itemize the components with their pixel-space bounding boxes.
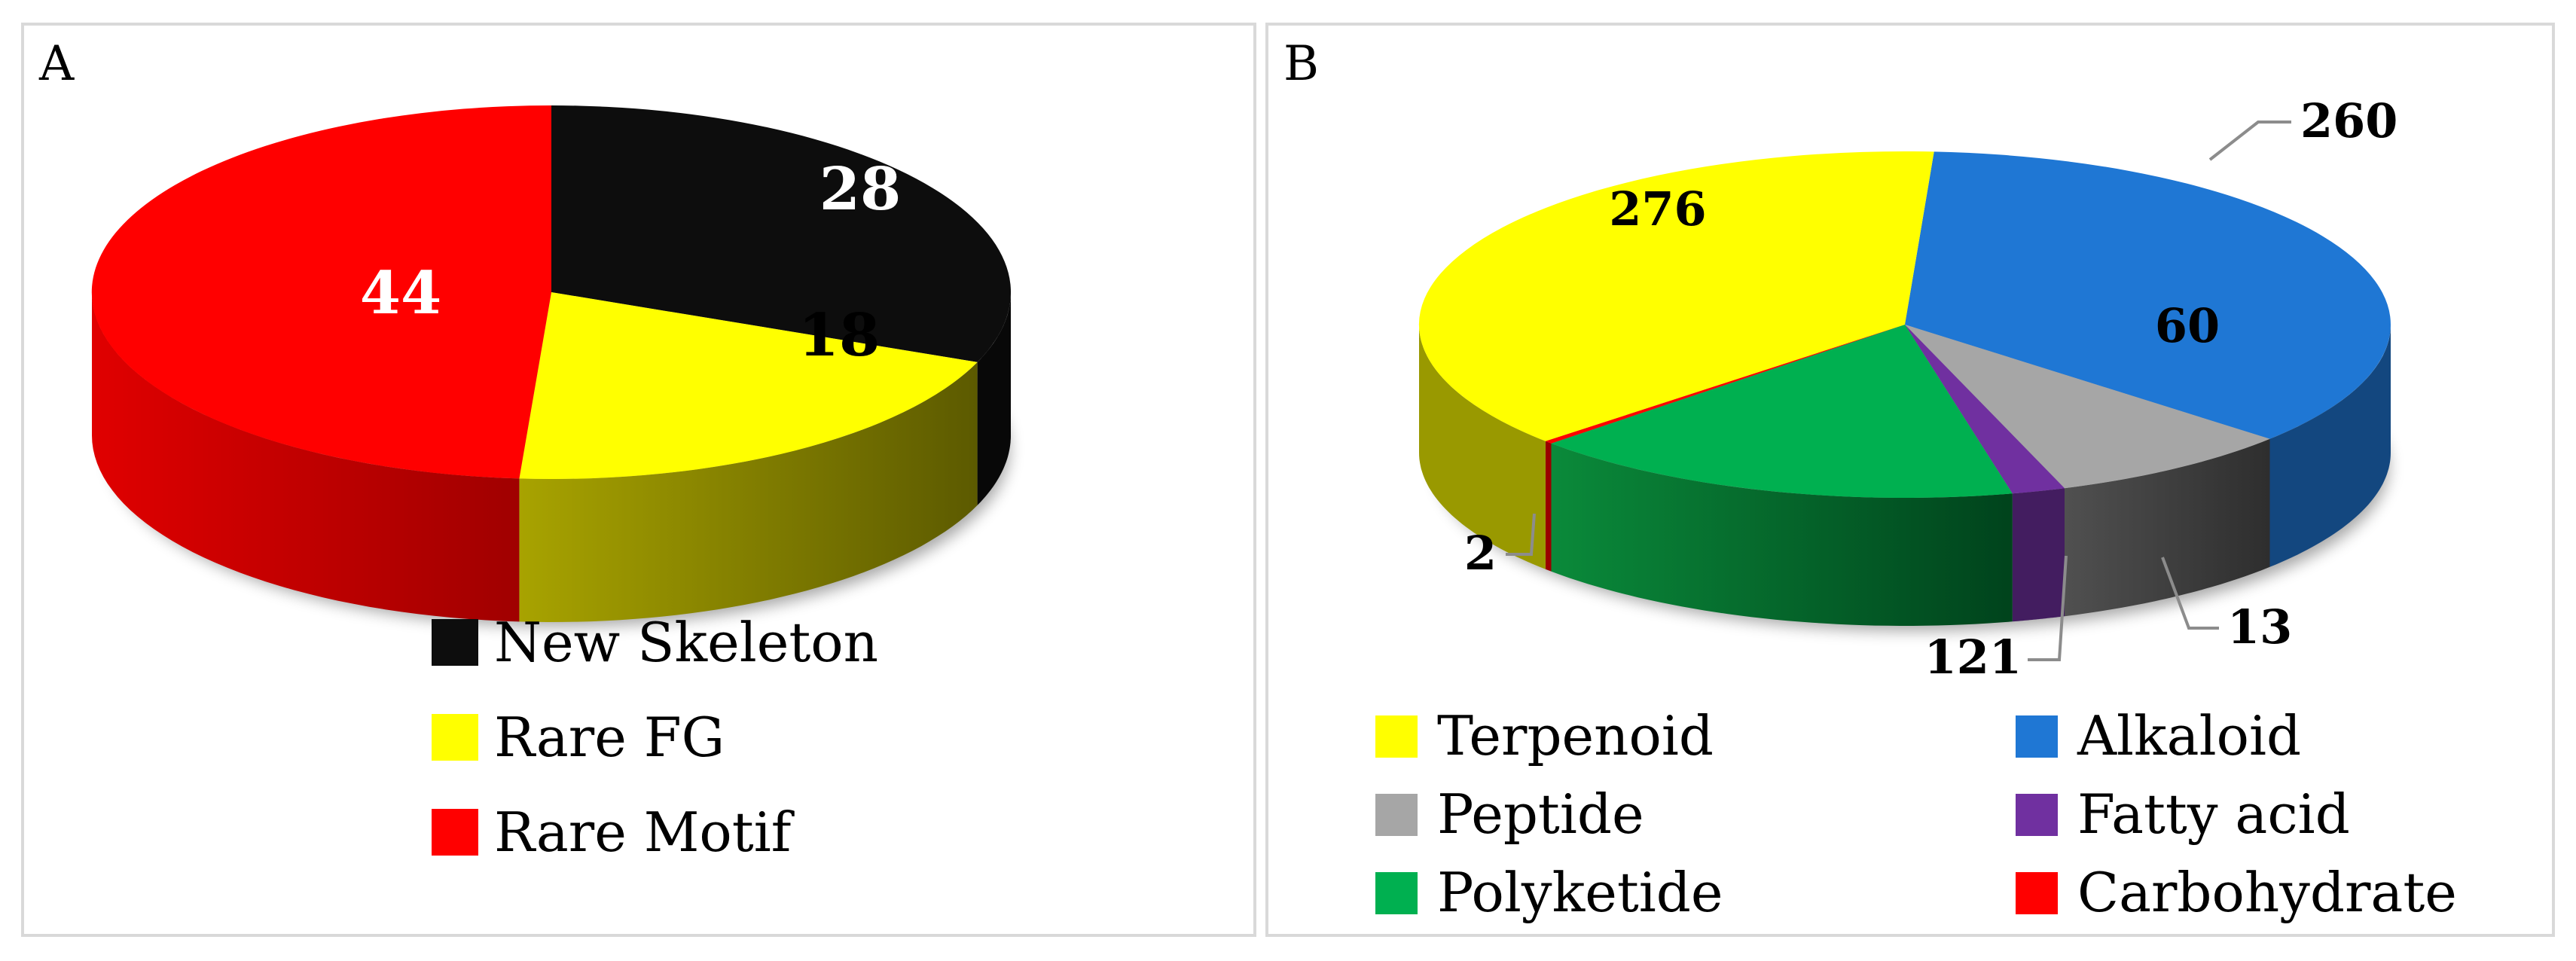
slice-side-carbohydrate — [1545, 441, 1552, 572]
slice-alkaloid — [1905, 151, 2391, 439]
slice-side-new-skeleton — [977, 292, 1011, 505]
legend-swatch-polyketide — [1375, 872, 1418, 914]
legend-label-fatty-acid: Fatty acid — [2077, 783, 2350, 846]
slice-rare-fg — [519, 292, 978, 480]
legend-label-polyketide: Polyketide — [1437, 861, 1723, 924]
data-label-terpenoid: 276 — [1609, 182, 1706, 236]
data-label-polyketide: 121 — [1924, 630, 2022, 685]
legend-swatch-new-skeleton — [432, 619, 478, 666]
slice-side-terpenoid — [1419, 325, 1546, 569]
legend-label-rare-fg: Rare FG — [494, 706, 725, 769]
pie-chart-a: 28 18 44 New Skeleton Rare FG Rare Motif — [91, 105, 1012, 864]
slice-side-alkaloid — [2269, 325, 2391, 567]
panel-b-label: B — [1283, 36, 1320, 92]
leader-line-alkaloid — [2208, 121, 2291, 161]
legend-label-new-skeleton: New Skeleton — [494, 611, 878, 674]
slice-fatty-acid — [1905, 325, 2065, 494]
pie-chart-b: 276 60 260 13 121 2 Terpenoid Alkaloid Peptide F… — [1375, 93, 2457, 924]
legend-swatch-terpenoid — [1375, 715, 1418, 758]
legend-swatch-alkaloid — [2016, 715, 2058, 758]
slice-side-polyketide — [1551, 443, 2013, 626]
slice-rare-motif — [91, 105, 551, 479]
legend-swatch-rare-fg — [432, 714, 478, 761]
legend-label-alkaloid: Alkaloid — [2077, 704, 2301, 767]
data-label-carbohydrate: 2 — [1464, 526, 1497, 581]
data-label-fatty-acid: 13 — [2227, 599, 2292, 654]
leader-line-fatty-acid — [2161, 557, 2219, 630]
slice-new-skeleton — [551, 105, 1012, 362]
slice-side-fatty-acid — [2012, 488, 2065, 622]
data-label-peptide: 60 — [2155, 298, 2220, 353]
legend-b: Terpenoid Alkaloid Peptide Fatty acid Polyke… — [1375, 704, 2457, 924]
legend-label-peptide: Peptide — [1437, 783, 1644, 846]
legend-swatch-fatty-acid — [2016, 794, 2058, 836]
slice-side-rare-fg — [519, 362, 978, 622]
legend-label-carbohydrate: Carbohydrate — [2077, 861, 2457, 924]
legend-label-rare-motif: Rare Motif — [494, 801, 795, 864]
slice-polyketide — [1551, 325, 2013, 499]
panel-a: A 28 18 44 New Skeleton Rare FG Rare Motif — [21, 23, 1256, 937]
panel-a-label: A — [39, 36, 75, 92]
slice-side-rare-motif — [92, 292, 520, 622]
data-label-rare-motif: 44 — [360, 259, 442, 328]
panel-b: B 276 60 260 13 121 2 Terpenoid Alkaloid Peptid… — [1265, 23, 2555, 937]
legend-swatch-peptide — [1375, 794, 1418, 836]
leader-line-polyketide — [2028, 555, 2068, 661]
legend-swatch-carbohydrate — [2016, 872, 2058, 914]
data-label-alkaloid: 260 — [2300, 93, 2397, 148]
slice-side-peptide — [2065, 438, 2270, 617]
legend-swatch-rare-motif — [432, 809, 478, 856]
slice-peptide — [1905, 325, 2270, 489]
legend-label-terpenoid: Terpenoid — [1437, 704, 1714, 767]
slice-terpenoid — [1418, 151, 1934, 441]
legend-a: New Skeleton Rare FG Rare Motif — [432, 611, 878, 864]
data-label-new-skeleton: 28 — [819, 155, 902, 224]
slice-carbohydrate — [1545, 325, 1905, 444]
leader-line-carbohydrate — [1506, 513, 1536, 556]
data-label-rare-fg: 18 — [798, 301, 881, 370]
